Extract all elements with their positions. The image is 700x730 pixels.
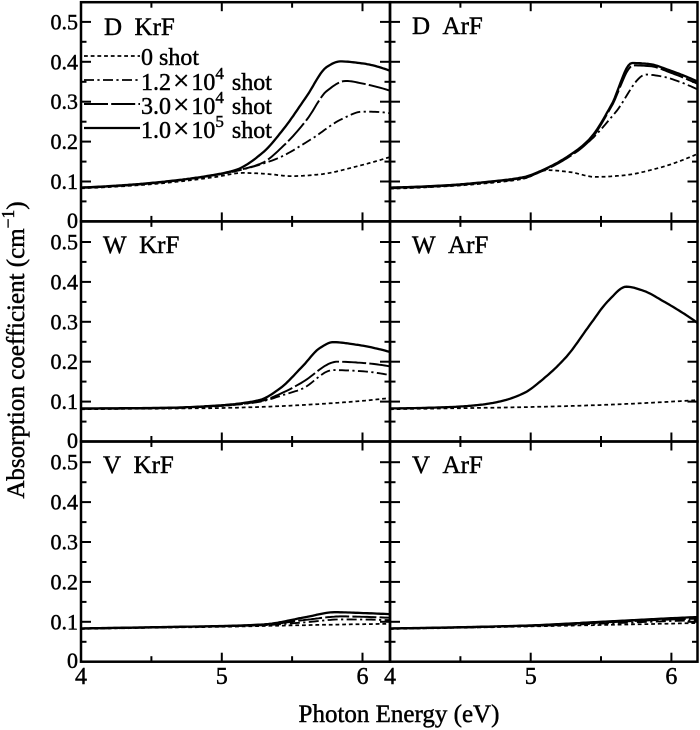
svg-text:0.5: 0.5 — [51, 450, 79, 475]
svg-text:5: 5 — [216, 664, 228, 690]
svg-text:4: 4 — [75, 664, 87, 690]
svg-text:0.5: 0.5 — [51, 9, 79, 34]
svg-text:4: 4 — [384, 664, 396, 690]
svg-text:1.0 × 105 shot: 1.0 × 105 shot — [141, 112, 272, 145]
svg-text:W KrF: W KrF — [103, 232, 179, 259]
svg-text:0: 0 — [67, 428, 78, 453]
svg-text:0.3: 0.3 — [51, 89, 79, 114]
svg-text:6: 6 — [357, 664, 369, 690]
svg-text:1.2 × 104 shot: 1.2 × 104 shot — [141, 64, 272, 97]
svg-text:0.5: 0.5 — [51, 230, 79, 255]
svg-text:0.4: 0.4 — [51, 49, 79, 74]
svg-text:0: 0 — [67, 648, 78, 673]
svg-text:0.2: 0.2 — [51, 349, 79, 374]
svg-text:V ArF: V ArF — [412, 452, 483, 479]
svg-text:0.4: 0.4 — [51, 269, 79, 294]
svg-text:Photon Energy (eV): Photon Energy (eV) — [299, 701, 500, 728]
svg-text:3.0 × 104 shot: 3.0 × 104 shot — [141, 88, 272, 121]
svg-text:0.1: 0.1 — [51, 609, 79, 634]
svg-text:0.2: 0.2 — [51, 569, 79, 594]
svg-text:V KrF: V KrF — [103, 452, 174, 479]
svg-text:D ArF: D ArF — [412, 13, 483, 40]
svg-text:0.4: 0.4 — [51, 490, 79, 515]
svg-text:6: 6 — [665, 664, 677, 690]
svg-text:5: 5 — [525, 664, 537, 690]
svg-text:0.3: 0.3 — [51, 530, 79, 555]
svg-text:0.1: 0.1 — [51, 169, 79, 194]
svg-text:0.2: 0.2 — [51, 129, 79, 154]
svg-text:0 shot: 0 shot — [141, 45, 199, 71]
svg-text:W ArF: W ArF — [412, 232, 488, 259]
svg-text:Absorption coefficient (cm−1): Absorption coefficient (cm−1) — [0, 201, 30, 498]
svg-text:0.1: 0.1 — [51, 389, 79, 414]
svg-text:0: 0 — [67, 208, 78, 233]
svg-text:0.3: 0.3 — [51, 309, 79, 334]
svg-text:D KrF: D KrF — [104, 14, 175, 41]
